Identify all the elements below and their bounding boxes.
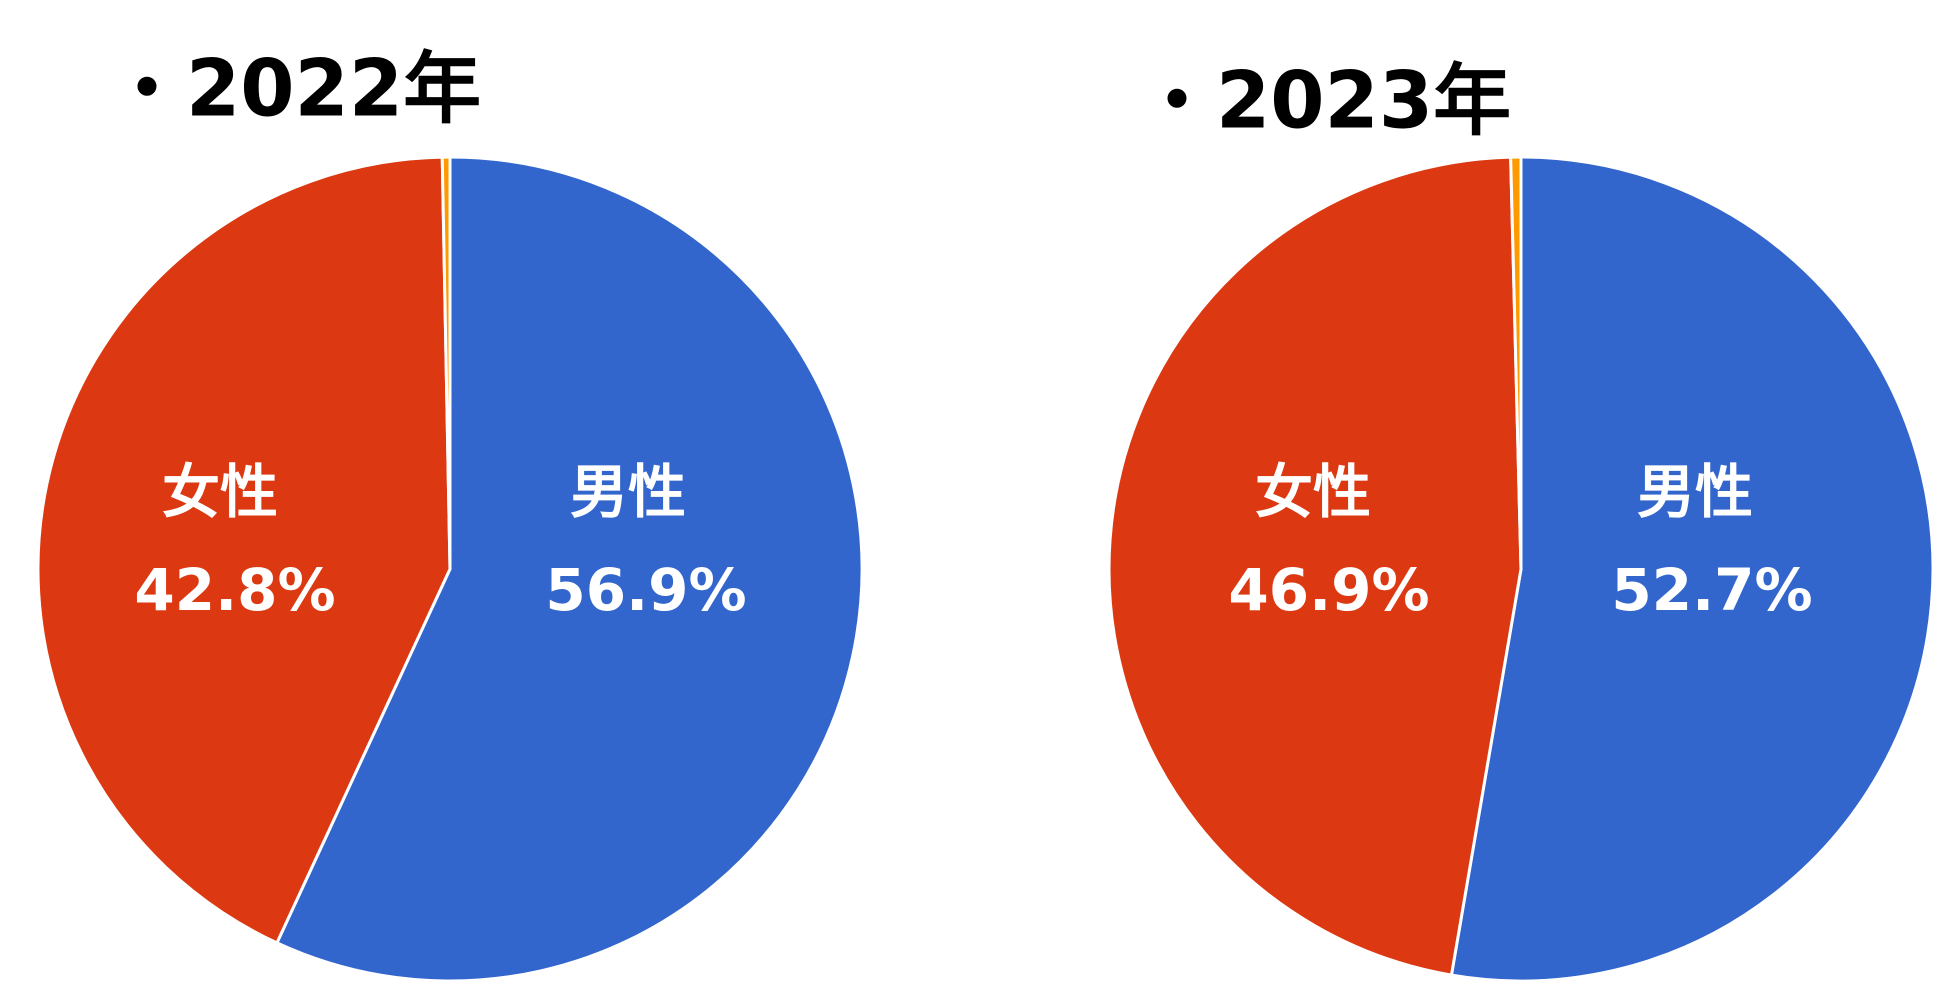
pie-slice [36,155,452,945]
pie-slice [274,155,864,983]
slice-value-label: 56.9% [545,556,746,624]
chart-title: ・2022年 [108,44,481,134]
slice-value-label: 52.7% [1611,556,1812,624]
pie-slice [1107,155,1523,977]
slice-category-label: 女性 [162,458,278,526]
pie-slice [440,155,452,570]
chart-title: ・2023年 [1138,56,1511,146]
slice-category-label: 男性 [1637,458,1753,526]
pie-slice [1449,155,1935,983]
slice-value-label: 42.8% [134,556,335,624]
pie-slice [1509,155,1523,570]
slice-category-label: 女性 [1255,458,1371,526]
slice-value-label: 46.9% [1228,556,1429,624]
slice-category-label: 男性 [570,458,686,526]
